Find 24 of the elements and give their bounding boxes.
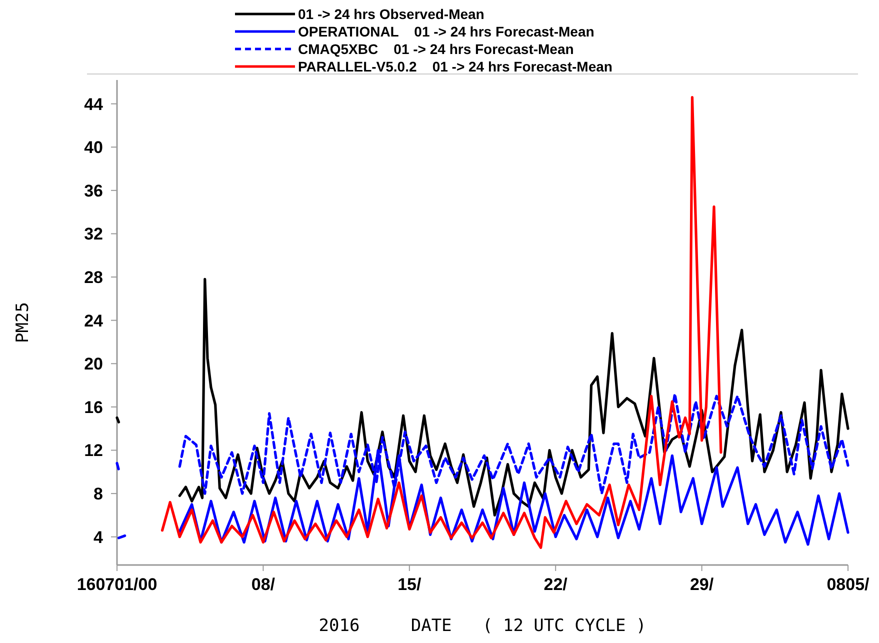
y-tick-label: 24 (84, 311, 104, 330)
x-tick-label: 0805/ (826, 575, 870, 594)
y-tick-label: 32 (84, 224, 103, 244)
y-tick-label: 36 (84, 181, 103, 200)
y-tick-label: 28 (84, 268, 103, 287)
x-tick-label: 15/ (398, 575, 422, 594)
y-tick-label: 44 (84, 94, 104, 114)
y-tick-label: 12 (84, 441, 103, 460)
y-tick-label: 20 (84, 354, 103, 374)
x-tick-label: 08/ (251, 575, 276, 594)
legend-label: CMAQ5XBC 01 -> 24 hrs Forecast-Mean (298, 41, 574, 57)
x-tick-label: 29/ (690, 575, 714, 594)
y-tick-label: 4 (94, 528, 104, 547)
x-tick-label: 22/ (544, 575, 568, 594)
y-tick-label: 8 (94, 484, 103, 504)
line-series (160, 96, 722, 549)
legend-label: 01 -> 24 hrs Observed-Mean (298, 6, 484, 22)
x-axis-title: 2016 DATE ( 12 UTC CYCLE ) (318, 616, 646, 636)
x-tick-label: 160701/00 (76, 575, 158, 594)
y-tick-label: 16 (84, 398, 103, 417)
y-tick-label: 40 (84, 138, 103, 158)
y-axis-title: PM25 (13, 302, 33, 343)
legend-label: OPERATIONAL 01 -> 24 hrs Forecast-Mean (298, 24, 594, 40)
legend-label: PARALLEL-V5.0.2 01 -> 24 hrs Forecast-Mean (298, 58, 612, 74)
